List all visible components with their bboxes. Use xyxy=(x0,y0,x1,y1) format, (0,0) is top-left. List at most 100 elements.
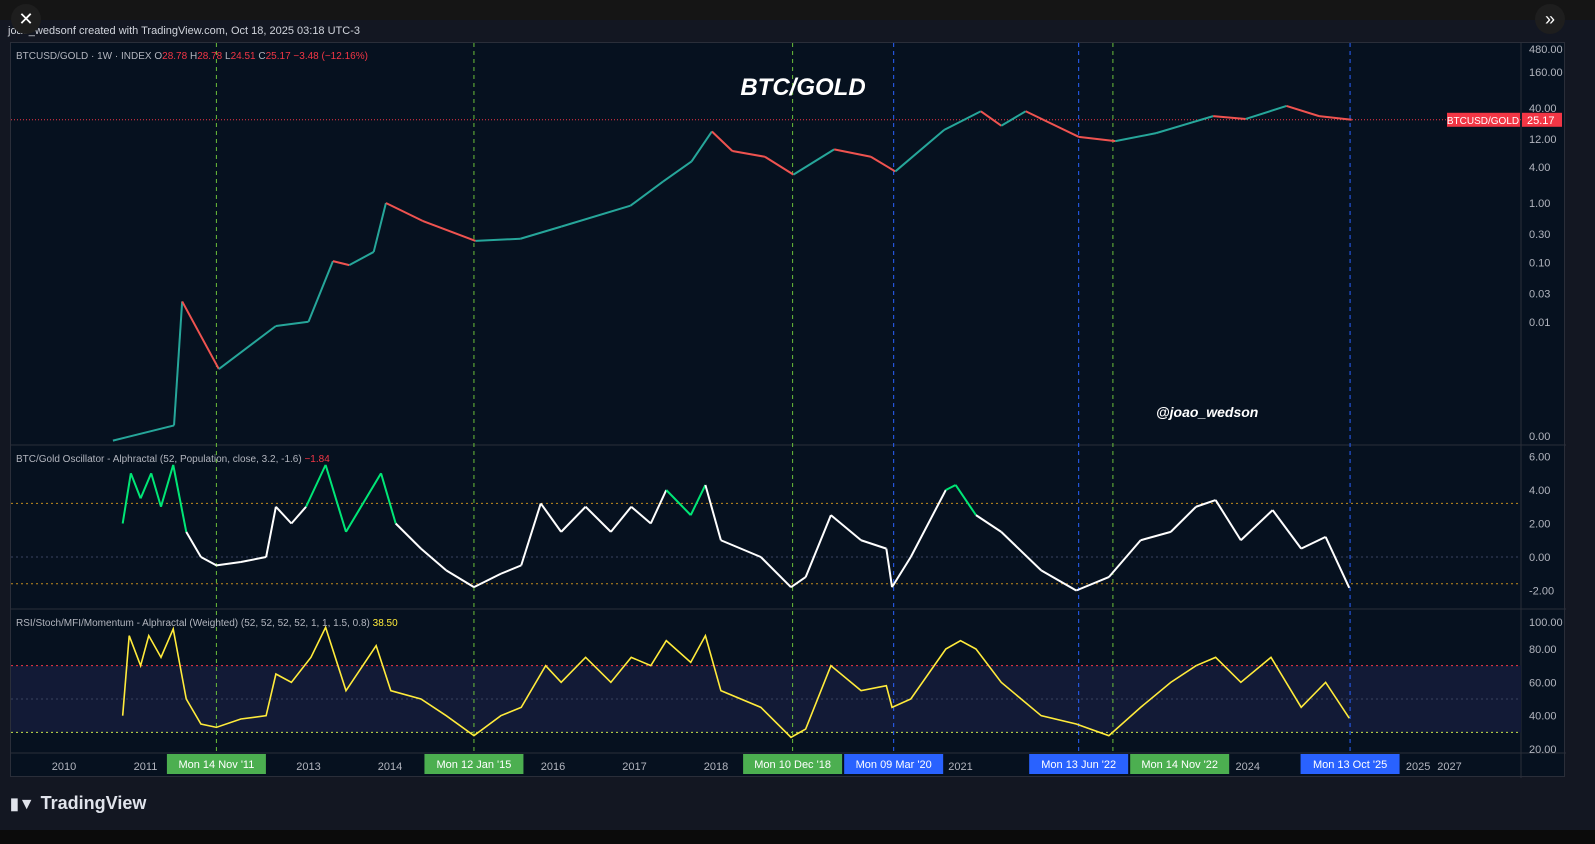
time-axis-tick: 2018 xyxy=(704,761,728,773)
price-segment xyxy=(1213,115,1246,120)
date-marker-badge[interactable] xyxy=(1300,754,1400,774)
price-axis-tick: 0.10 xyxy=(1529,257,1550,269)
date-marker-badge[interactable] xyxy=(743,754,843,774)
osc-segment xyxy=(345,472,382,533)
price-segment xyxy=(732,150,766,158)
price-segment xyxy=(218,325,277,370)
date-marker-badge[interactable] xyxy=(424,754,524,774)
rsi-axis-tick: 40.00 xyxy=(1529,711,1557,723)
osc-axis-tick: 4.00 xyxy=(1529,485,1550,497)
osc-segment xyxy=(240,556,267,564)
osc-segment xyxy=(630,505,652,525)
price-segment xyxy=(112,424,175,442)
osc-segment xyxy=(1040,569,1077,592)
price-segment xyxy=(275,320,309,327)
price-segment xyxy=(173,301,184,426)
osc-segment xyxy=(584,506,612,533)
tradingview-logo: ▮▼ TradingView xyxy=(10,793,146,814)
osc-segment xyxy=(790,576,807,588)
price-axis-tick: 0.01 xyxy=(1529,317,1550,329)
price-segment xyxy=(475,237,521,242)
legend-text: 38.50 xyxy=(373,618,398,629)
price-segment xyxy=(870,155,896,173)
legend-value: C xyxy=(258,51,265,62)
price-segment xyxy=(690,130,713,163)
chart-svg[interactable]: 480.00 160.00 40.00 12.00 4.00 1.00 0.30 0.10 0.… xyxy=(11,43,1566,778)
handle-annotation: @joao_wedson xyxy=(1156,404,1258,420)
osc-segment xyxy=(954,484,977,516)
price-segment xyxy=(307,260,334,323)
close-button[interactable]: ✕ xyxy=(11,4,41,34)
price-segment xyxy=(560,204,631,228)
osc-segment xyxy=(324,464,347,533)
price-segment xyxy=(520,225,562,240)
price-segment xyxy=(792,148,835,176)
osc-segment xyxy=(1324,536,1351,589)
osc-legend[interactable]: BTC/Gold Oscillator - Alphractal (52, Po… xyxy=(16,454,330,465)
price-segment xyxy=(1025,110,1080,138)
chart-container[interactable]: 480.00 160.00 40.00 12.00 4.00 1.00 0.30 0.10 0.… xyxy=(10,42,1566,778)
price-segment xyxy=(1245,105,1287,120)
osc-axis-tick: 2.00 xyxy=(1529,519,1550,531)
price-axis-tick: 160.00 xyxy=(1529,67,1563,79)
expand-button[interactable]: » xyxy=(1535,4,1565,34)
price-segment xyxy=(1286,105,1320,118)
price-axis-tick: 0.03 xyxy=(1529,288,1550,300)
legend-value: O xyxy=(154,51,162,62)
legend-value: 25.17 xyxy=(266,51,294,62)
osc-segment xyxy=(804,514,832,578)
osc-axis-tick: 0.00 xyxy=(1529,552,1550,564)
chart-title-annotation: BTC/GOLD xyxy=(740,74,865,101)
price-segment xyxy=(629,180,664,207)
osc-segment xyxy=(150,472,162,508)
price-axis-tick: 0.30 xyxy=(1529,229,1550,241)
legend-text: −1.84 xyxy=(304,454,330,465)
time-axis-tick: 2017 xyxy=(622,761,646,773)
osc-segment xyxy=(560,506,587,533)
price-segment xyxy=(894,129,945,173)
price-axis-tick: 0.00 xyxy=(1529,431,1550,443)
osc-segment xyxy=(1170,506,1197,533)
credit-text: joao_wedsonf created with TradingView.co… xyxy=(8,25,360,37)
osc-segment xyxy=(473,572,502,589)
legend-text: BTC/Gold Oscillator - Alphractal (52, Po… xyxy=(16,454,304,465)
legend-value: BTCUSD/GOLD · 1W · INDEX xyxy=(16,51,154,62)
osc-segment xyxy=(121,473,132,524)
date-marker-badge[interactable] xyxy=(1130,754,1230,774)
osc-segment xyxy=(975,514,1002,533)
time-axis-tick: 2025 xyxy=(1406,761,1430,773)
osc-segment xyxy=(275,506,293,525)
brand-text: TradingView xyxy=(40,793,147,813)
date-marker-label: Mon 12 Jan '15 xyxy=(437,759,512,771)
main-legend[interactable]: BTCUSD/GOLD · 1W · INDEX O28.78 H28.78 L… xyxy=(16,51,368,62)
osc-segment xyxy=(1075,576,1110,592)
price-segment xyxy=(181,300,220,370)
chevrons-right-icon: » xyxy=(1544,8,1555,29)
date-marker-badge[interactable] xyxy=(844,754,944,774)
price-segment xyxy=(422,219,476,242)
date-marker-badge[interactable] xyxy=(166,754,266,774)
osc-segment xyxy=(1271,509,1302,550)
price-segment xyxy=(372,202,387,253)
osc-segment xyxy=(160,464,175,508)
osc-segment xyxy=(380,472,397,524)
osc-segment xyxy=(891,556,912,588)
osc-segment xyxy=(290,506,307,525)
date-marker-label: Mon 10 Dec '18 xyxy=(754,759,831,771)
price-segment xyxy=(943,110,982,131)
osc-segment xyxy=(720,539,762,558)
osc-segment xyxy=(1140,530,1172,542)
price-segment xyxy=(1000,110,1027,127)
rsi-legend[interactable]: RSI/Stoch/MFI/Momentum - Alphractal (Wei… xyxy=(16,618,398,629)
osc-segment xyxy=(139,472,153,499)
osc-segment xyxy=(265,506,277,558)
date-marker-badge[interactable] xyxy=(1029,754,1129,774)
price-label-name-bg xyxy=(1447,112,1520,127)
osc-axis-tick: -2.00 xyxy=(1529,586,1554,598)
osc-segment xyxy=(909,489,947,558)
time-axis-tick: 2010 xyxy=(52,761,76,773)
price-axis-tick: 480.00 xyxy=(1529,44,1563,56)
rsi-axis-tick: 60.00 xyxy=(1529,677,1557,689)
price-segment xyxy=(711,130,733,152)
osc-segment xyxy=(860,539,887,550)
